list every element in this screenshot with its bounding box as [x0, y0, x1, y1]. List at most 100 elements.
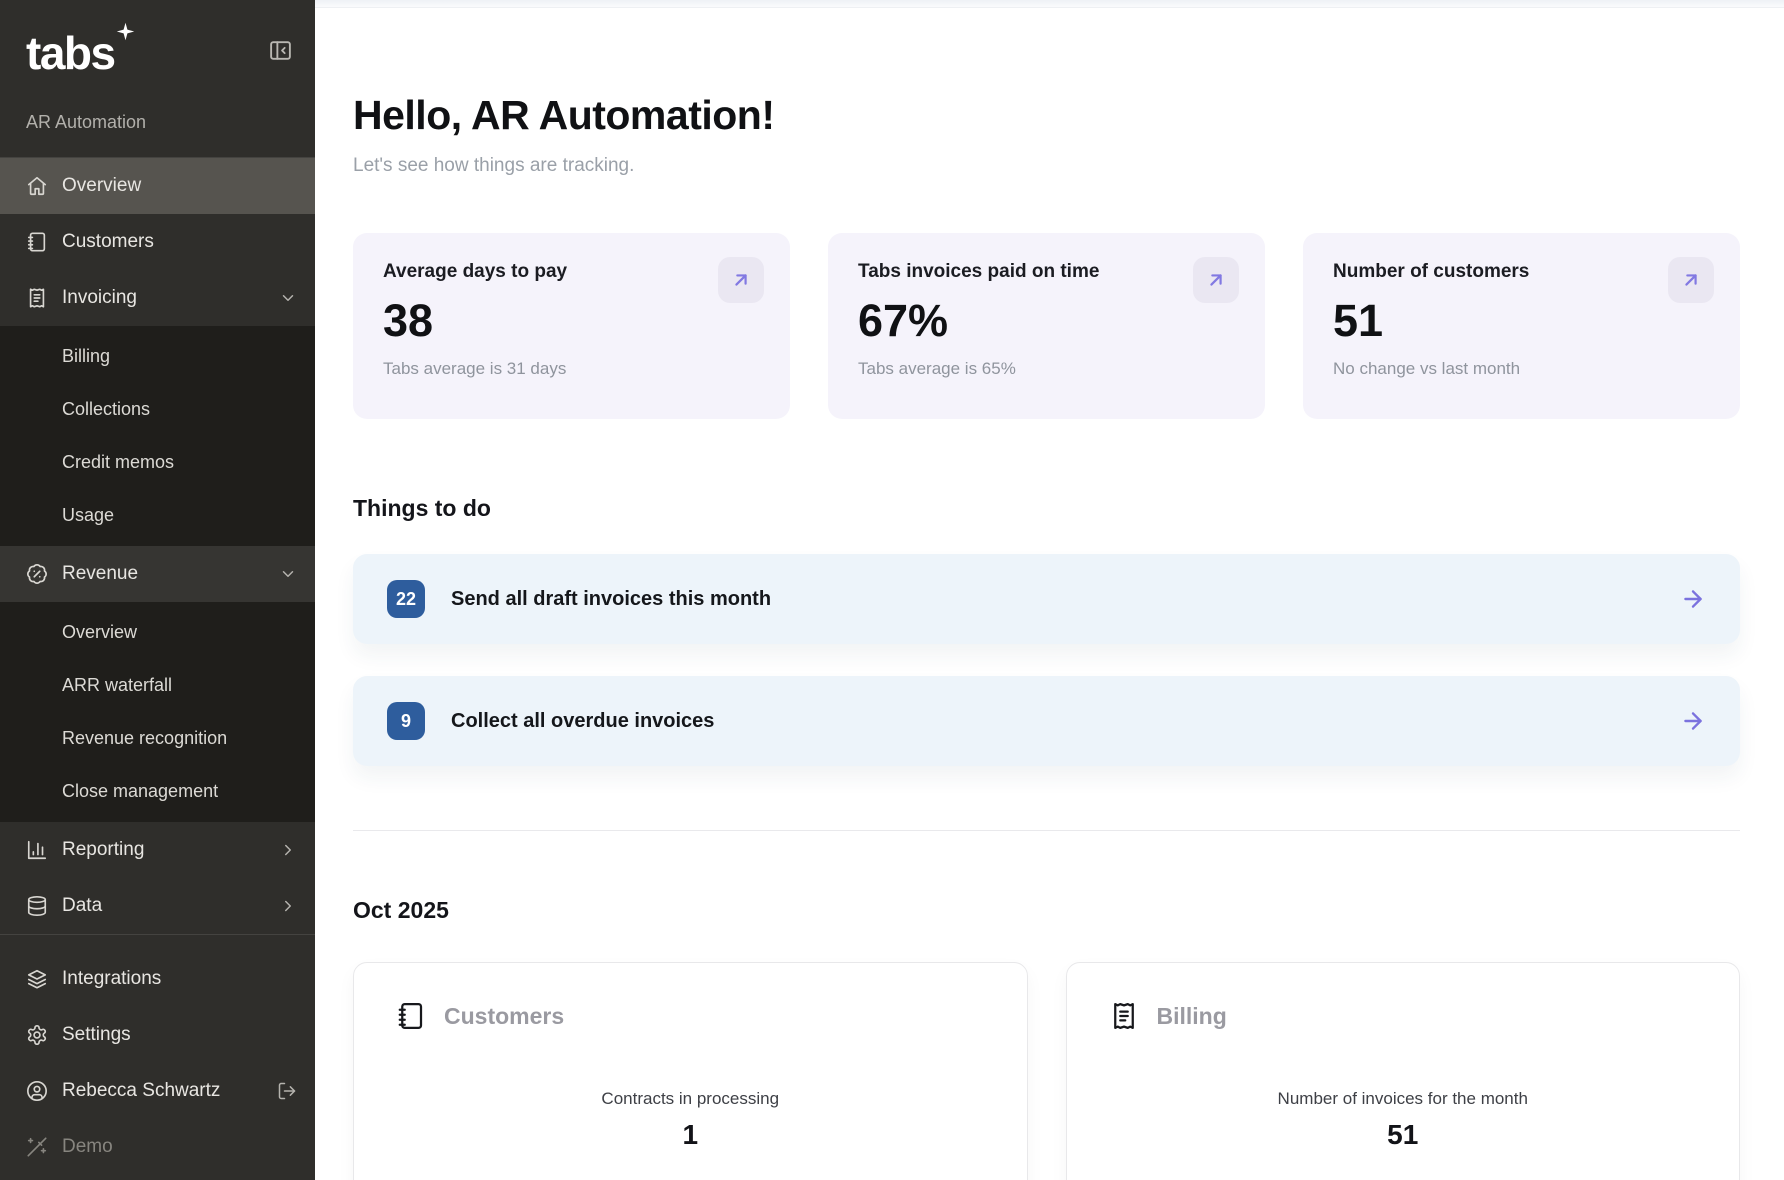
stat-value: 51	[1333, 295, 1384, 346]
arrow-up-right-icon	[1680, 269, 1702, 291]
month-card-header: Customers	[396, 1001, 985, 1031]
todo-count-badge: 22	[387, 580, 425, 618]
arrow-right-icon	[1680, 708, 1706, 734]
stat-note: No change vs last month	[1333, 359, 1521, 378]
sidebar-item-overview[interactable]: Overview	[0, 158, 315, 214]
sidebar-item-close-management[interactable]: Close management	[62, 781, 219, 801]
sidebar-item-credit-memos[interactable]: Credit memos	[62, 452, 175, 472]
invoicing-submenu: Billing Collections Credit memos Usage	[0, 326, 315, 546]
gear-icon	[26, 1024, 48, 1046]
chevron-right-icon	[279, 841, 297, 859]
stat-value: 38	[383, 295, 434, 346]
sidebar-item-label: Demo	[62, 1136, 113, 1157]
sidebar-item-label: Invoicing	[62, 287, 137, 308]
open-stat-button[interactable]	[1193, 257, 1239, 303]
sidebar-item-label: Data	[62, 895, 103, 916]
layers-icon	[26, 968, 48, 990]
main-content: Hello, AR Automation! Let's see how thin…	[315, 0, 1784, 1180]
sidebar-footer: Integrations Settings Rebecca Schwartz	[0, 934, 315, 1175]
todo-label: Send all draft invoices this month	[451, 587, 772, 610]
logout-icon[interactable]	[277, 1081, 297, 1101]
stat-card-invoices-paid-on-time: Tabs invoices paid on time 67% Tabs aver…	[828, 233, 1265, 419]
sidebar-item-label: Customers	[62, 231, 154, 252]
sidebar-item-arr-waterfall[interactable]: ARR waterfall	[62, 675, 173, 695]
sidebar-header: tabs	[0, 0, 315, 76]
sidebar-item-billing[interactable]: Billing	[62, 346, 111, 366]
stat-label: Average days to pay	[383, 261, 568, 282]
todo-label: Collect all overdue invoices	[451, 709, 715, 732]
sparkle-icon	[116, 22, 135, 41]
revenue-submenu: Overview ARR waterfall Revenue recogniti…	[0, 602, 315, 822]
sidebar-item-revenue-overview[interactable]: Overview	[62, 622, 138, 642]
sidebar-item-collections[interactable]: Collections	[62, 399, 151, 419]
sidebar-item-settings[interactable]: Settings	[0, 1007, 315, 1063]
chevron-down-icon	[279, 289, 297, 307]
sidebar-item-reporting[interactable]: Reporting	[0, 822, 315, 878]
stat-card-number-of-customers: Number of customers 51 No change vs last…	[1303, 233, 1740, 419]
stat-note: Tabs average is 65%	[858, 359, 1016, 378]
sidebar-item-demo[interactable]: Demo	[0, 1119, 315, 1175]
sidebar-item-label: Revenue	[62, 563, 139, 584]
page-subtitle: Let's see how things are tracking.	[353, 155, 635, 176]
chevron-down-icon	[279, 565, 297, 583]
metric-label: Contracts in processing	[601, 1089, 780, 1108]
sidebar-item-data[interactable]: Data	[0, 878, 315, 934]
metric-label: Number of invoices for the month	[1277, 1089, 1528, 1108]
stat-card-average-days-to-pay: Average days to pay 38 Tabs average is 3…	[353, 233, 790, 419]
month-card-customers: Customers Contracts in processing 1	[353, 962, 1028, 1180]
sidebar-item-usage[interactable]: Usage	[62, 505, 115, 525]
metric-contracts-in-processing: Contracts in processing 1	[396, 1089, 985, 1151]
month-card-header: Billing	[1109, 1001, 1698, 1031]
logo-wordmark: tabs	[26, 27, 116, 79]
receipt-icon	[26, 287, 48, 309]
month-card-billing: Billing Number of invoices for the month…	[1065, 962, 1740, 1180]
bar-chart-icon	[26, 839, 48, 861]
arrow-up-right-icon	[1205, 269, 1227, 291]
database-icon	[26, 895, 48, 917]
wand-icon	[26, 1136, 48, 1158]
stat-note: Tabs average is 31 days	[383, 359, 567, 378]
browser-edge-artifact	[315, 0, 1784, 8]
metric-invoices-for-month: Number of invoices for the month 51	[1109, 1089, 1698, 1151]
badge-percent-icon	[26, 563, 48, 585]
todo-item-send-draft-invoices[interactable]: 22 Send all draft invoices this month	[353, 554, 1740, 644]
chevron-right-icon	[279, 897, 297, 915]
month-cards-row: Customers Contracts in processing 1 Bill…	[353, 962, 1740, 1180]
sidebar-item-customers[interactable]: Customers	[0, 214, 315, 270]
open-stat-button[interactable]	[718, 257, 764, 303]
metric-value: 1	[682, 1119, 699, 1150]
sidebar-item-label: Settings	[62, 1024, 131, 1045]
arrow-right-icon	[1680, 586, 1706, 612]
sidebar-item-label: Reporting	[62, 839, 145, 860]
month-heading: Oct 2025	[353, 897, 449, 923]
receipt-icon	[1109, 1001, 1139, 1031]
sidebar-item-label: Integrations	[62, 968, 162, 989]
stat-label: Number of customers	[1333, 261, 1530, 282]
user-circle-icon	[26, 1080, 48, 1102]
month-card-title: Billing	[1156, 1002, 1227, 1029]
todo-item-collect-overdue-invoices[interactable]: 9 Collect all overdue invoices	[353, 676, 1740, 766]
workspace-name: AR Automation	[26, 112, 147, 132]
stat-label: Tabs invoices paid on time	[858, 261, 1100, 282]
arrow-up-right-icon	[730, 269, 752, 291]
sidebar-item-revenue-recognition[interactable]: Revenue recognition	[62, 728, 228, 748]
sidebar-item-label: Overview	[62, 175, 142, 196]
sidebar-collapse-icon[interactable]	[268, 38, 293, 63]
tabs-logo: tabs	[26, 22, 134, 79]
home-icon	[26, 175, 48, 197]
page-title: Hello, AR Automation!	[353, 92, 775, 138]
sidebar-item-integrations[interactable]: Integrations	[0, 951, 315, 1007]
sidebar-nav: Overview Customers Invoicing Billing Col…	[0, 157, 315, 1175]
sidebar-user-row[interactable]: Rebecca Schwartz	[0, 1063, 315, 1119]
sidebar-item-invoicing[interactable]: Invoicing	[0, 270, 315, 326]
notebook-icon	[26, 231, 48, 253]
open-stat-button[interactable]	[1668, 257, 1714, 303]
section-divider	[353, 830, 1740, 831]
stats-row: Average days to pay 38 Tabs average is 3…	[353, 233, 1740, 419]
sidebar-item-revenue[interactable]: Revenue	[0, 546, 315, 602]
month-card-title: Customers	[444, 1002, 565, 1029]
todo-heading: Things to do	[353, 495, 491, 521]
metric-value: 51	[1387, 1119, 1419, 1150]
sidebar: tabs AR Automation Overview Customers	[0, 0, 315, 1180]
todo-count-badge: 9	[387, 702, 425, 740]
